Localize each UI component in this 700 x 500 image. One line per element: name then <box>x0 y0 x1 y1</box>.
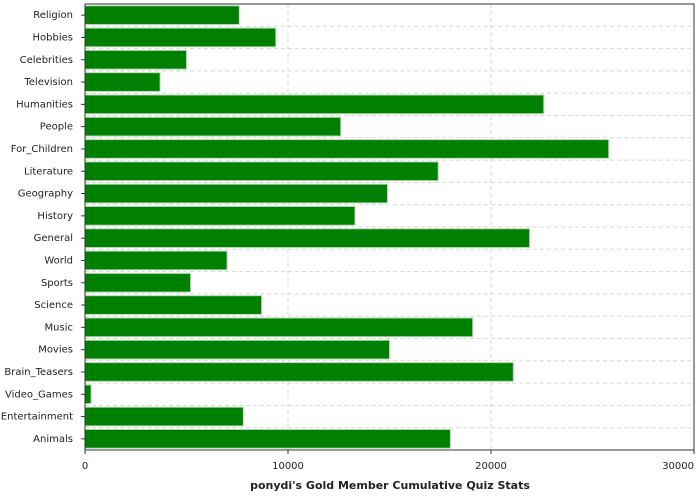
y-tick-label: People <box>40 122 73 133</box>
y-tick-label: Brain_Teasers <box>4 367 73 378</box>
y-tick-label: Video_Games <box>5 389 73 400</box>
y-tick-label: Entertainment <box>1 412 73 423</box>
bar <box>84 72 161 92</box>
y-tick-label: Science <box>34 300 73 311</box>
y-tick-label: Humanities <box>16 99 73 110</box>
bar <box>84 428 451 449</box>
y-tick-label: Animals <box>33 434 73 445</box>
x-tick-label: 0 <box>82 461 88 472</box>
bar <box>84 406 244 427</box>
y-tick-label: General <box>34 233 73 244</box>
x-tick-label: 20000 <box>475 461 507 472</box>
y-tick-label: Geography <box>18 189 73 200</box>
x-tick-label: 10000 <box>272 461 304 472</box>
y-tick-label: World <box>44 255 73 266</box>
bar <box>84 362 514 382</box>
bar <box>84 272 192 293</box>
x-axis-label: ponydi's Gold Member Cumulative Quiz Sta… <box>250 479 530 492</box>
y-tick-label: Hobbies <box>33 32 73 43</box>
bar <box>84 384 92 405</box>
bar <box>84 228 531 249</box>
y-tick-label: Religion <box>33 10 73 21</box>
y-tick-label: Celebrities <box>20 55 73 66</box>
bar <box>84 295 263 315</box>
y-tick-label: Sports <box>41 278 73 289</box>
bar <box>84 339 390 360</box>
y-tick-label: Literature <box>24 166 73 177</box>
y-tick-label: For_Children <box>11 144 73 155</box>
bar <box>84 183 388 204</box>
bar <box>84 116 342 137</box>
bar <box>84 94 545 115</box>
bar <box>84 317 474 338</box>
bar <box>84 5 240 26</box>
x-tick-label: 30000 <box>662 461 694 472</box>
bar <box>84 27 277 48</box>
y-tick-label: History <box>37 211 73 222</box>
y-tick-label: Music <box>45 322 73 333</box>
y-tick-label: Movies <box>38 345 73 356</box>
bar <box>84 250 228 271</box>
bar <box>84 161 439 182</box>
y-tick-label: Television <box>23 77 73 88</box>
bar <box>84 139 610 159</box>
bar <box>84 205 356 226</box>
plot-frame <box>84 3 695 451</box>
bar <box>84 49 187 70</box>
